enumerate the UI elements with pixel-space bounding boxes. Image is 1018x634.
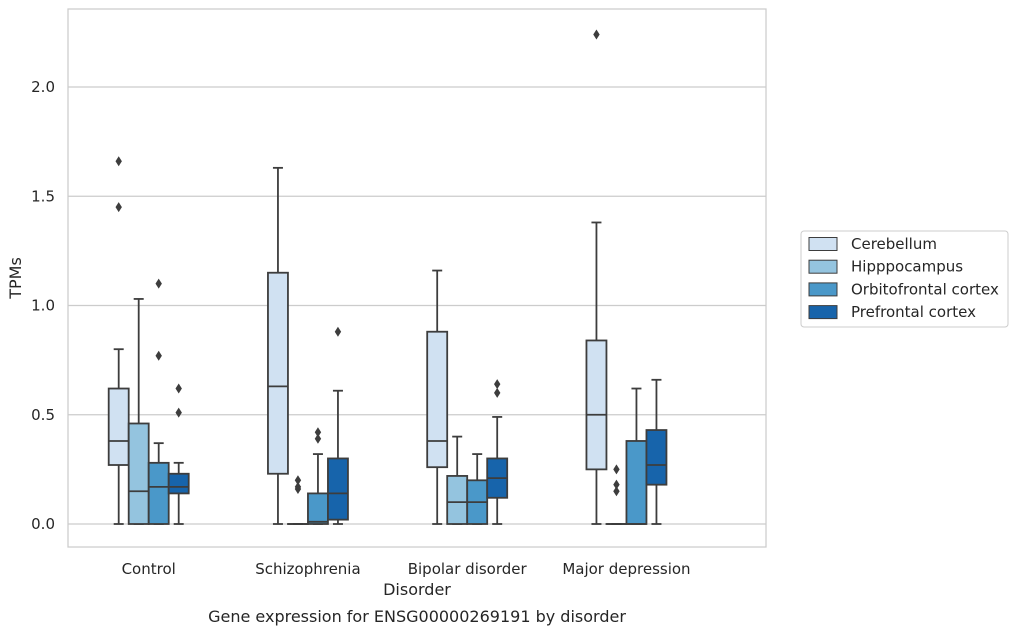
box-body bbox=[426, 330, 449, 469]
gridlines bbox=[68, 86, 766, 525]
box-body bbox=[107, 387, 130, 466]
legend-label: Hipppocampus bbox=[851, 258, 963, 276]
box-0-0 bbox=[107, 156, 130, 525]
legend-label: Prefrontal cortex bbox=[851, 303, 976, 321]
outlier-point bbox=[115, 202, 122, 213]
box-1-2 bbox=[307, 427, 329, 525]
box-2-0 bbox=[426, 269, 449, 525]
outlier-point bbox=[314, 433, 322, 444]
legend: Cerebellum Hipppocampus Orbitofrontal cort… bbox=[800, 230, 1009, 328]
outlier-point bbox=[494, 387, 501, 398]
box-0-1 bbox=[127, 298, 150, 525]
box-3-2 bbox=[625, 387, 648, 525]
x-tick-label: Bipolar disorder bbox=[408, 560, 528, 578]
box-body bbox=[645, 429, 668, 486]
outlier-point bbox=[314, 427, 322, 438]
outlier-point bbox=[294, 475, 302, 486]
box-body bbox=[147, 461, 170, 525]
outlier-point bbox=[294, 481, 302, 492]
box-2-2 bbox=[466, 453, 489, 525]
outlier-point bbox=[593, 29, 600, 40]
box-body bbox=[267, 271, 289, 475]
box-body bbox=[307, 492, 329, 525]
y-tick-label: 2.0 bbox=[31, 78, 55, 96]
x-tick-labels: Control Schizophrenia Bipolar disorder Majo… bbox=[122, 560, 691, 578]
y-tick-label: 1.0 bbox=[31, 297, 55, 315]
box-body bbox=[167, 472, 190, 495]
box-3-3 bbox=[645, 378, 668, 525]
box-3-0 bbox=[585, 29, 608, 525]
box-0-3 bbox=[167, 383, 190, 525]
box-body bbox=[625, 440, 648, 525]
y-axis-title: TPMs bbox=[6, 257, 25, 300]
outlier-point bbox=[175, 383, 182, 394]
legend-swatch bbox=[808, 305, 838, 320]
box-layer bbox=[107, 29, 668, 525]
outlier-point bbox=[494, 379, 501, 390]
legend-frame bbox=[800, 230, 1009, 328]
box-body bbox=[446, 475, 469, 525]
x-axis-title: Disorder bbox=[383, 580, 451, 599]
chart-title: Gene expression for ENSG00000269191 by d… bbox=[208, 607, 626, 626]
y-tick-label: 0.0 bbox=[31, 515, 55, 533]
box-body bbox=[327, 457, 349, 521]
y-tick-label: 1.5 bbox=[31, 187, 55, 205]
x-tick-label: Control bbox=[122, 560, 176, 578]
x-tick-label: Major depression bbox=[562, 560, 690, 578]
box-1-0 bbox=[267, 166, 289, 525]
box-1-3 bbox=[327, 326, 349, 525]
outlier-point bbox=[115, 156, 122, 167]
legend-swatch bbox=[808, 282, 838, 297]
box-2-1 bbox=[446, 435, 469, 525]
x-tick-label: Schizophrenia bbox=[255, 560, 360, 578]
box-1-1 bbox=[287, 475, 309, 525]
outlier-point bbox=[613, 464, 620, 475]
outlier-point bbox=[155, 350, 162, 361]
legend-label: Orbitofrontal cortex bbox=[851, 280, 999, 298]
box-body bbox=[127, 422, 150, 525]
outlier-point bbox=[334, 326, 342, 337]
outlier-point bbox=[613, 479, 620, 490]
legend-swatch bbox=[808, 237, 838, 251]
legend-items: Cerebellum Hipppocampus Orbitofrontal cort… bbox=[808, 235, 999, 321]
outlier-point bbox=[175, 407, 182, 418]
outlier-point bbox=[155, 278, 162, 289]
y-tick-label: 0.5 bbox=[31, 406, 55, 424]
box-2-3 bbox=[486, 379, 509, 525]
box-0-2 bbox=[147, 278, 170, 525]
box-3-1 bbox=[605, 464, 628, 525]
plot-area-frame bbox=[67, 8, 767, 548]
outlier-point bbox=[613, 486, 620, 497]
legend-swatch bbox=[808, 259, 838, 274]
legend-label: Cerebellum bbox=[851, 235, 937, 253]
y-tick-labels: 0.0 0.5 1.0 1.5 2.0 bbox=[31, 78, 55, 533]
box-body bbox=[585, 339, 608, 471]
